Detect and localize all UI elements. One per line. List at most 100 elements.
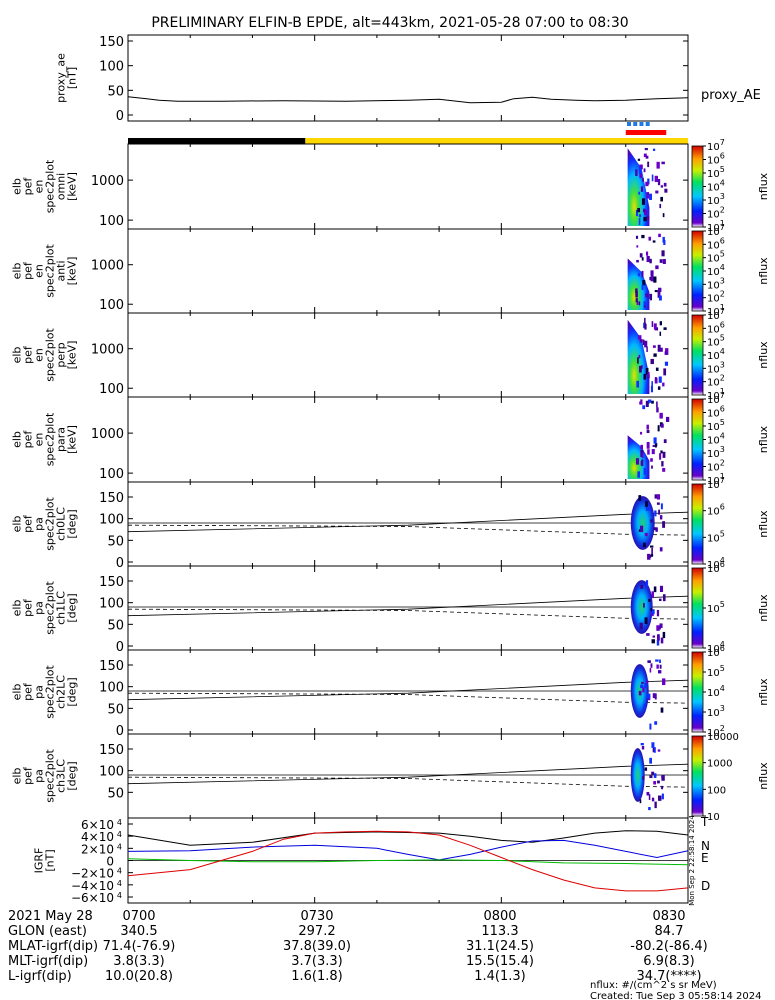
ylabel-line: spec2plot — [44, 497, 57, 551]
spectrogram-speckle — [645, 501, 648, 507]
spectrogram-speckle — [662, 213, 665, 218]
colorbar-tick-exp: 5 — [720, 165, 725, 174]
spectrogram-speckle — [637, 273, 640, 277]
colorbar-tick-exp: 3 — [720, 704, 725, 713]
science-marker — [633, 122, 638, 126]
spectrogram-speckle — [639, 401, 643, 405]
colorbar-tick-label: 100 — [707, 785, 726, 796]
panel-frame — [127, 34, 689, 122]
igrf-line-D — [127, 830, 689, 892]
ylabel-line: [deg] — [66, 509, 79, 538]
colorbar-tick-exp: 6 — [720, 236, 725, 245]
colorbar-tick-exp: 6 — [720, 503, 725, 512]
spectrogram-speckle — [645, 367, 649, 375]
colorbar-tick-exp: 3 — [720, 276, 725, 285]
ylabel-line: spec2plot — [44, 244, 57, 298]
spectrogram-speckle — [643, 603, 645, 608]
spectrogram-speckle — [650, 607, 653, 612]
colorbar-tick-exp: 7 — [720, 307, 725, 316]
spectrogram-speckle — [644, 147, 648, 151]
igrf-y-tick-exp: 4 — [117, 830, 122, 839]
spectrogram-speckle — [661, 775, 665, 781]
colorbar-tick-label: 104 — [707, 684, 725, 699]
colorbar-label: nflux — [757, 678, 770, 706]
panel-spec_pa_ch0: 050100150elbpefpaspec2plotch0LC[deg]1041… — [11, 476, 771, 571]
spectrogram-speckle — [661, 161, 665, 165]
panel-frame — [127, 565, 689, 651]
spectrogram-speckle — [642, 339, 645, 346]
pitch-angle-flux — [630, 748, 645, 802]
ephemeris-label: GLON (east) — [8, 924, 87, 939]
colorbar-label: nflux — [757, 172, 770, 200]
y-tick-label: 100 — [99, 597, 124, 612]
spectrogram-speckle — [639, 365, 642, 373]
spectrogram-speckle — [653, 781, 657, 785]
spectrogram-speckle — [642, 280, 646, 286]
spectrogram-speckle — [642, 687, 645, 693]
spectrogram-speckle — [646, 255, 650, 263]
spectrogram-speckle — [659, 664, 662, 669]
spectrogram-speckle — [659, 321, 663, 326]
spectrogram-speckle — [651, 321, 654, 328]
spectrogram-speckle — [644, 317, 646, 324]
spectrogram-speckle — [654, 289, 658, 293]
spectrogram-speckle — [661, 461, 664, 467]
spectrogram-speckle — [646, 680, 649, 684]
ephemeris-label: 2021 May 28 — [8, 909, 93, 924]
ylabel-line: [keV] — [66, 341, 79, 370]
ylabel-line: ch3LC — [55, 759, 68, 793]
y-tick-label: 150 — [99, 491, 124, 506]
spectrogram-speckle — [636, 245, 639, 248]
spectrogram-speckle — [660, 196, 664, 202]
panel-spec_en_omni: 1001000elbpefenspec2plotomni[keV]1011021… — [11, 138, 771, 234]
spectrogram-speckle — [654, 443, 658, 447]
colorbar — [691, 651, 704, 733]
anti-loss-cone-line — [127, 692, 689, 704]
anti-loss-cone-line — [127, 524, 689, 536]
spectrogram-speckle — [646, 346, 648, 352]
spectrogram-speckle — [646, 633, 650, 636]
spectrogram-speckle — [659, 585, 664, 592]
colorbar-tick-exp: 5 — [720, 418, 725, 427]
orbit-status-bars — [128, 122, 688, 144]
spectrogram-speckle — [641, 746, 645, 750]
spectrogram-speckle — [657, 344, 661, 352]
spectrogram-speckle — [651, 449, 655, 455]
spectrogram-speckle — [651, 797, 655, 802]
ephemeris-value: 0800 — [483, 909, 516, 924]
plot-title: PRELIMINARY ELFIN-B EPDE, alt=443km, 202… — [151, 15, 628, 31]
spectrogram-speckle — [663, 327, 667, 330]
colorbar-tick-exp: 4 — [720, 263, 725, 272]
spectrogram-speckle — [654, 494, 658, 499]
spectrogram-speckle — [651, 742, 655, 748]
igrf-y-tick-label: 2×10 — [81, 842, 114, 856]
spectrogram-speckle — [649, 668, 652, 673]
spectrogram-speckle — [639, 167, 642, 174]
ylabel-line: pef — [22, 430, 35, 449]
ylabel-line: pef — [22, 682, 35, 701]
panel-proxy-ae: 0 50 100 150 proxy_ae[nT] proxy_AE — [55, 34, 761, 124]
spectrogram-speckle — [647, 508, 652, 511]
igrf-line-E — [127, 858, 689, 866]
igrf-series-label-T: T — [700, 815, 709, 829]
spectrogram-speckle — [643, 216, 647, 222]
spectrogram-speckle — [650, 270, 654, 276]
spectrogram-speckle — [637, 207, 641, 213]
colorbar — [691, 567, 704, 649]
spectrogram-speckle — [659, 515, 663, 520]
spectrogram-speckle — [647, 178, 650, 185]
science-marker — [639, 122, 644, 126]
ylabel-line: [nT] — [66, 67, 79, 89]
igrf-series-label-N: N — [701, 839, 710, 853]
spec_en_perp-ylabel: elbpefenspec2plotperp[keV] — [11, 328, 79, 382]
spectrogram-speckle — [662, 631, 666, 639]
spectrogram-speckle — [656, 625, 660, 631]
ylabel-line: IGRF — [33, 848, 46, 874]
spectrogram-speckle — [653, 527, 657, 531]
spectrogram-speckle — [657, 386, 661, 390]
spectrogram-speckle — [648, 399, 652, 403]
spectrogram-speckle — [646, 693, 651, 699]
colorbar-tick-exp: 1 — [720, 303, 725, 312]
ylabel-line: spec2plot — [44, 412, 57, 466]
spectrogram-speckle — [640, 685, 644, 689]
